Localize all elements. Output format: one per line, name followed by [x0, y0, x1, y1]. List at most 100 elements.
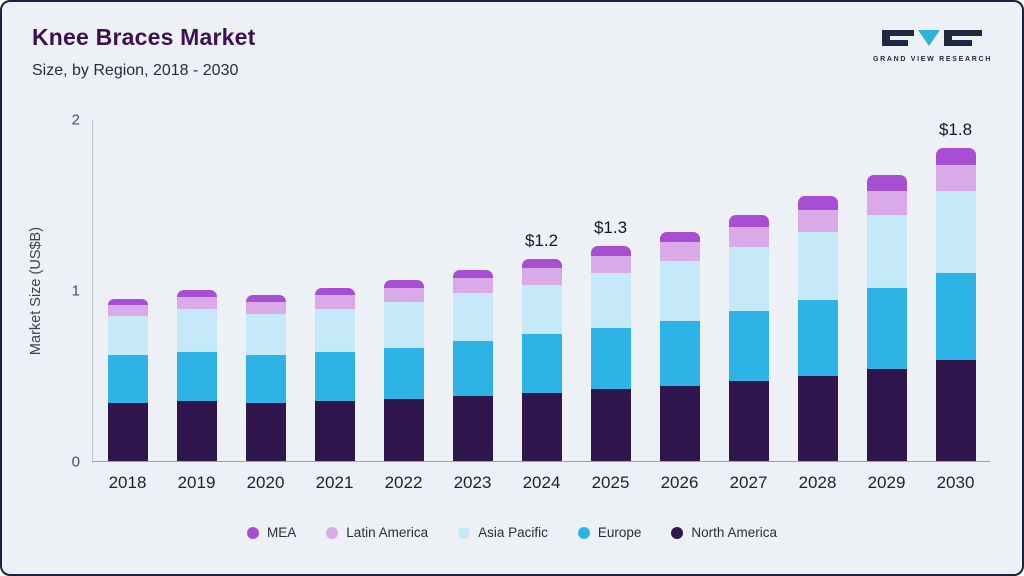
x-tick-label-2026: 2026	[660, 473, 699, 492]
segment-latin-america	[245, 302, 286, 314]
legend-item-asia-pacific: Asia Pacific	[458, 525, 548, 540]
stacked-bar-2026	[659, 231, 700, 461]
legend-swatch-asia-pacific	[458, 526, 471, 539]
bar-column-2018: 2018	[93, 120, 162, 492]
bar-column-2028: 2028	[783, 120, 852, 492]
segment-asia-pacific	[659, 260, 700, 321]
segment-europe	[659, 320, 700, 386]
y-tick-label-1: 1	[71, 282, 80, 300]
segment-europe	[935, 272, 976, 361]
segment-asia-pacific	[176, 308, 217, 352]
legend-label: Latin America	[346, 525, 429, 540]
bar-column-2019: 2019	[162, 120, 231, 492]
page-title: Knee Braces Market	[32, 24, 256, 50]
segment-europe	[245, 355, 286, 403]
chart-legend: MEA Latin America Asia Pacific Europe North …	[2, 525, 1022, 540]
x-tick-label-2022: 2022	[384, 473, 423, 492]
segment-europe	[797, 300, 838, 376]
segment-north-america	[935, 360, 976, 461]
segment-asia-pacific	[935, 190, 976, 273]
segment-asia-pacific	[107, 315, 148, 355]
segment-asia-pacific	[590, 272, 631, 328]
bar-column-2021: 2021	[300, 120, 369, 492]
legend-label: North America	[691, 525, 777, 540]
segment-north-america	[797, 375, 838, 461]
segment-mea	[521, 259, 562, 268]
bar-column-2030: $1.8 2030	[921, 120, 990, 492]
segment-north-america	[452, 396, 493, 461]
legend-swatch-mea	[247, 526, 260, 539]
gvr-logo-icon	[882, 30, 983, 52]
segment-north-america	[383, 399, 424, 461]
segment-north-america	[245, 402, 286, 461]
segment-mea	[176, 290, 217, 297]
x-tick-label-2020: 2020	[246, 473, 285, 492]
legend-item-latin-america: Latin America	[326, 525, 428, 540]
bar-column-2024: $1.2 2024	[507, 120, 576, 492]
bars-container: 2018 2019 2020 2021 2022 2023 $1.2 2024 $1.3 2025…	[93, 120, 990, 492]
segment-asia-pacific	[314, 308, 355, 352]
x-tick-label-2025: 2025	[591, 473, 630, 492]
segment-asia-pacific	[452, 293, 493, 342]
x-tick-label-2024: 2024	[522, 473, 561, 492]
value-annotation-2030: $1.8	[938, 120, 973, 140]
segment-mea	[107, 298, 148, 306]
stacked-bar-2022	[383, 279, 424, 461]
segment-asia-pacific	[797, 231, 838, 301]
y-tick-label-0: 0	[71, 453, 80, 471]
segment-mea	[659, 231, 700, 243]
segment-north-america	[866, 368, 907, 461]
y-axis-ticks: 0 1 2	[54, 112, 80, 471]
gvr-logo: GRAND VIEW RESEARCH	[873, 28, 992, 63]
segment-asia-pacific	[728, 247, 769, 311]
segment-latin-america	[659, 242, 700, 261]
x-tick-label-2027: 2027	[729, 473, 768, 492]
stacked-bar-2018	[107, 298, 148, 461]
stacked-bar-2025	[590, 245, 631, 461]
segment-europe	[383, 348, 424, 400]
bar-column-2027: 2027	[714, 120, 783, 492]
segment-mea	[452, 269, 493, 279]
legend-item-north-america: North America	[671, 525, 777, 540]
segment-north-america	[590, 389, 631, 461]
y-tick-label-2: 2	[71, 111, 80, 129]
segment-europe	[314, 351, 355, 402]
segment-europe	[452, 341, 493, 397]
legend-item-mea: MEA	[247, 525, 296, 540]
segment-latin-america	[452, 278, 493, 294]
segment-asia-pacific	[866, 214, 907, 289]
segment-latin-america	[521, 267, 562, 285]
segment-north-america	[314, 401, 355, 461]
segment-mea	[797, 195, 838, 210]
plot-area: 2018 2019 2020 2021 2022 2023 $1.2 2024 $1.3 2025…	[92, 120, 990, 492]
bar-column-2023: 2023	[438, 120, 507, 492]
segment-mea	[866, 175, 907, 191]
stacked-bar-2023	[452, 269, 493, 461]
logo-text: GRAND VIEW RESEARCH	[872, 56, 992, 63]
bar-column-2025: $1.3 2025	[576, 120, 645, 492]
stacked-bar-2027	[728, 214, 769, 461]
chart-subtitle: Size, by Region, 2018 - 2030	[32, 62, 239, 79]
segment-latin-america	[314, 295, 355, 309]
segment-europe	[866, 288, 907, 369]
title-block: Knee Braces Market Size, by Region, 2018…	[32, 24, 256, 80]
segment-mea	[728, 214, 769, 227]
chart-header: Knee Braces Market Size, by Region, 2018…	[32, 24, 992, 80]
x-tick-label-2030: 2030	[936, 473, 975, 492]
segment-north-america	[521, 392, 562, 461]
legend-label: Europe	[597, 525, 642, 540]
stacked-bar-2019	[176, 290, 217, 461]
segment-mea	[935, 148, 976, 166]
y-axis-label: Market Size (US$B)	[28, 226, 44, 356]
segment-latin-america	[728, 226, 769, 248]
segment-latin-america	[590, 255, 631, 273]
x-tick-label-2019: 2019	[177, 473, 216, 492]
x-tick-label-2023: 2023	[453, 473, 492, 492]
stacked-bar-2021	[314, 288, 355, 461]
legend-item-europe: Europe	[577, 525, 642, 540]
bar-column-2020: 2020	[231, 120, 300, 492]
stacked-bar-2028	[797, 195, 838, 461]
value-annotation-2024: $1.2	[524, 231, 559, 251]
segment-europe	[728, 310, 769, 381]
